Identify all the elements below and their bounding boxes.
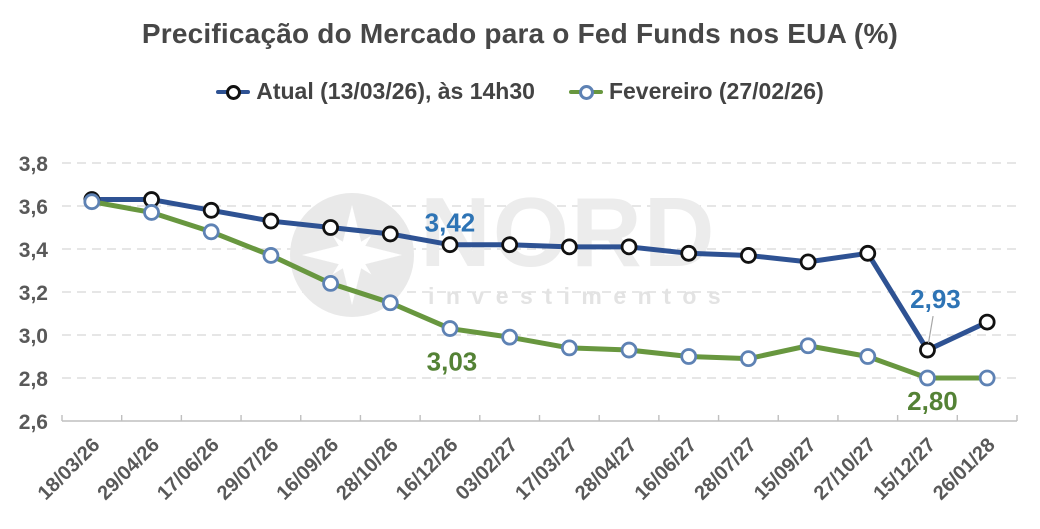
nord-logo-icon [290,193,414,317]
watermark-sub: investimentos [428,283,733,309]
x-axis-label: 15/09/27 [750,434,821,505]
legend: Atual (13/03/26), às 14h30 Fevereiro (27… [0,78,1040,105]
x-axis-label: 17/03/27 [511,434,582,505]
y-axis-label: 3,2 [19,282,48,305]
x-axis-label: 28/10/26 [332,434,403,505]
watermark-brand: NORD [420,177,717,287]
x-axis-label: 18/03/26 [34,434,105,505]
y-axis-label: 3,6 [19,196,48,219]
x-axis-label: 16/09/26 [273,434,344,505]
series-marker-1 [441,320,459,337]
series-marker-1 [919,369,936,387]
y-axis-label: 2,6 [19,411,48,434]
watermark-text: NORD investimentos [420,177,733,310]
x-axis-label: 16/06/27 [631,434,702,505]
series-marker-0 [83,191,101,208]
x-axis-label: 26/01/28 [929,434,1000,505]
x-axis-label: 17/06/26 [153,434,224,505]
series-marker-1 [799,337,817,355]
legend-item-fevereiro: Fevereiro (27/02/26) [568,78,824,105]
series-marker-1 [501,328,519,346]
series-marker-0 [799,253,817,271]
data-label: 2,80 [907,386,958,416]
series-marker-1 [740,350,757,368]
series-marker-0 [202,201,220,219]
y-axis-label: 2,8 [19,368,49,391]
legend-marker-fevereiro-icon [568,80,603,104]
y-axis-label: 3,8 [19,153,49,176]
x-axis-label: 03/02/27 [452,434,523,505]
series-marker-1 [202,223,220,241]
watermark: NORD investimentos [286,177,733,321]
series-marker-0 [740,247,757,264]
x-axis-label: 16/12/26 [392,434,463,505]
data-label: 2,93 [910,284,961,314]
series-marker-1 [262,247,280,264]
series-marker-1 [680,348,698,365]
series-marker-1 [83,193,101,211]
x-axis-label: 28/07/27 [690,434,761,505]
series-marker-1 [143,204,160,221]
legend-label-atual: Atual (13/03/26), às 14h30 [256,78,535,104]
series-marker-0 [978,313,996,331]
data-label: 3,03 [427,347,478,377]
x-axis-label: 27/10/27 [810,434,881,505]
series-marker-1 [560,339,578,357]
data-label-leader [927,315,934,344]
series-marker-0 [859,244,877,262]
y-axis-label: 3,0 [19,325,48,348]
x-axis-label: 29/07/26 [213,434,284,505]
series-marker-1 [859,348,877,365]
chart-title: Precificação do Mercado para o Fed Funds… [141,18,899,49]
y-axis-label: 3,4 [19,239,49,262]
series-marker-0 [262,212,280,230]
series-marker-0 [919,341,936,359]
legend-marker-atual-icon [216,80,251,104]
x-axis-label: 28/04/27 [571,434,642,505]
series-marker-1 [978,369,996,387]
x-axis-label: 29/04/26 [93,434,164,505]
legend-label-fevereiro: Fevereiro (27/02/26) [608,78,824,104]
series-marker-0 [143,191,160,208]
legend-item-atual: Atual (13/03/26), às 14h30 [216,78,535,105]
x-axis-label: 15/12/27 [869,434,940,505]
series-marker-1 [620,341,638,359]
